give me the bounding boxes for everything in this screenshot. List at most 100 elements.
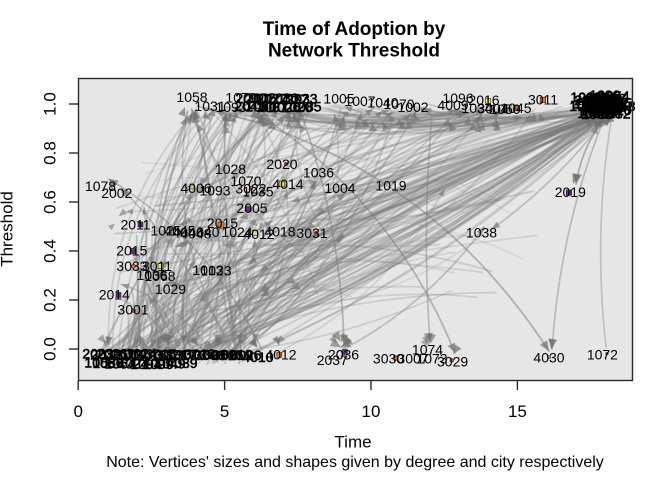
svg-text:4009: 4009 [437, 97, 468, 113]
svg-text:3013: 3013 [175, 347, 206, 363]
svg-text:1090: 1090 [589, 87, 620, 103]
svg-text:1025: 1025 [150, 223, 181, 239]
svg-text:0.0: 0.0 [41, 337, 60, 361]
svg-text:3011: 3011 [142, 258, 172, 274]
svg-text:1070: 1070 [383, 96, 414, 112]
svg-text:1054: 1054 [598, 88, 629, 104]
svg-text:4012: 4012 [265, 347, 296, 363]
svg-text:1007: 1007 [344, 93, 375, 109]
svg-text:Network Threshold: Network Threshold [268, 41, 440, 62]
svg-text:4012: 4012 [243, 226, 274, 242]
svg-text:1013: 1013 [192, 262, 223, 278]
svg-text:1.0: 1.0 [41, 92, 60, 116]
svg-text:0: 0 [73, 402, 82, 421]
svg-text:3033: 3033 [116, 258, 147, 274]
svg-text:2006: 2006 [245, 90, 276, 106]
svg-text:0.4: 0.4 [41, 239, 60, 263]
svg-text:1038: 1038 [466, 225, 497, 241]
svg-text:1099: 1099 [142, 356, 173, 372]
svg-text:10: 10 [362, 402, 381, 421]
svg-text:2016: 2016 [468, 92, 499, 108]
svg-text:3005: 3005 [145, 346, 176, 362]
svg-text:3018: 3018 [184, 346, 215, 362]
svg-text:2009: 2009 [574, 92, 605, 108]
svg-text:2043: 2043 [234, 98, 265, 114]
svg-text:15: 15 [508, 402, 527, 421]
svg-text:1078: 1078 [85, 178, 116, 194]
svg-text:1079: 1079 [225, 90, 256, 106]
svg-text:1019: 1019 [375, 178, 406, 194]
svg-text:2011: 2011 [120, 216, 150, 232]
svg-text:1070: 1070 [230, 173, 261, 189]
svg-text:1026: 1026 [269, 99, 300, 115]
svg-text:1068: 1068 [144, 268, 175, 284]
svg-text:2026: 2026 [96, 346, 127, 362]
svg-text:2017: 2017 [592, 105, 623, 121]
svg-text:1074: 1074 [412, 342, 443, 358]
svg-text:2015: 2015 [207, 215, 238, 231]
svg-text:Note: Vertices' sizes and shap: Note: Vertices' sizes and shapes given b… [106, 454, 604, 471]
svg-text:3030: 3030 [373, 351, 404, 367]
svg-text:2027: 2027 [256, 91, 287, 107]
svg-text:1093: 1093 [199, 183, 230, 199]
svg-text:2000: 2000 [235, 90, 266, 106]
svg-text:1021: 1021 [584, 94, 615, 110]
svg-text:1082: 1082 [599, 106, 630, 122]
svg-text:0.6: 0.6 [41, 190, 60, 214]
svg-text:1049: 1049 [154, 356, 185, 372]
svg-text:2030: 2030 [267, 90, 298, 106]
svg-text:1024: 1024 [221, 224, 252, 240]
svg-text:1023: 1023 [200, 263, 231, 279]
svg-text:4006: 4006 [180, 180, 211, 196]
svg-text:1015: 1015 [601, 95, 632, 111]
svg-text:2005: 2005 [236, 200, 267, 216]
svg-text:1006: 1006 [586, 90, 617, 106]
svg-text:3001: 3001 [117, 301, 148, 317]
svg-text:1096: 1096 [442, 90, 473, 106]
svg-text:2037: 2037 [317, 352, 348, 368]
svg-text:1040: 1040 [367, 95, 398, 111]
svg-text:2019: 2019 [555, 184, 586, 200]
svg-text:3004: 3004 [477, 101, 508, 117]
svg-text:1036: 1036 [303, 165, 334, 181]
svg-text:1037: 1037 [277, 91, 308, 107]
svg-text:1097: 1097 [588, 103, 619, 119]
svg-text:1027: 1027 [595, 99, 626, 115]
svg-text:1058: 1058 [176, 89, 207, 105]
svg-text:4040: 4040 [188, 224, 219, 240]
svg-text:3011: 3011 [528, 92, 558, 108]
svg-text:1032: 1032 [577, 105, 608, 121]
svg-text:3007: 3007 [397, 351, 428, 367]
svg-text:1048: 1048 [604, 98, 635, 114]
svg-text:3022: 3022 [235, 181, 266, 197]
svg-text:1080: 1080 [245, 99, 276, 115]
svg-text:0.2: 0.2 [41, 288, 60, 312]
svg-text:2003: 2003 [578, 90, 609, 106]
svg-text:1007: 1007 [595, 91, 626, 107]
svg-text:2014: 2014 [99, 286, 130, 302]
svg-text:2036: 2036 [328, 347, 359, 363]
svg-text:1073: 1073 [416, 351, 447, 367]
svg-text:1002: 1002 [397, 99, 428, 115]
svg-text:1020: 1020 [281, 99, 312, 115]
svg-text:3029: 3029 [437, 354, 468, 370]
svg-text:4014: 4014 [272, 176, 303, 192]
svg-text:2002: 2002 [101, 185, 132, 201]
svg-text:2032: 2032 [90, 347, 121, 363]
svg-text:1029: 1029 [155, 281, 186, 297]
svg-text:1018: 1018 [579, 103, 610, 119]
svg-text:3024: 3024 [125, 346, 156, 362]
svg-text:1094: 1094 [130, 356, 161, 372]
svg-text:2033: 2033 [286, 91, 317, 107]
svg-text:1050: 1050 [489, 101, 520, 117]
svg-text:4046: 4046 [172, 225, 203, 241]
svg-text:3019: 3019 [221, 347, 252, 363]
svg-text:1057: 1057 [569, 98, 600, 114]
svg-text:3017: 3017 [165, 347, 196, 363]
svg-text:Threshold: Threshold [0, 191, 17, 267]
svg-text:3025: 3025 [212, 347, 243, 363]
svg-text:1008: 1008 [570, 89, 601, 105]
svg-text:3015: 3015 [135, 347, 166, 363]
svg-text:1011: 1011 [574, 96, 604, 112]
svg-text:3010: 3010 [105, 346, 136, 362]
